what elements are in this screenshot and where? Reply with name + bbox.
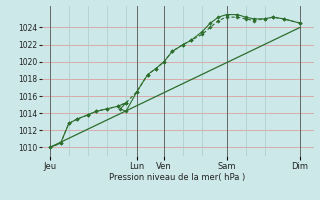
X-axis label: Pression niveau de la mer( hPa ): Pression niveau de la mer( hPa ) [109, 173, 246, 182]
